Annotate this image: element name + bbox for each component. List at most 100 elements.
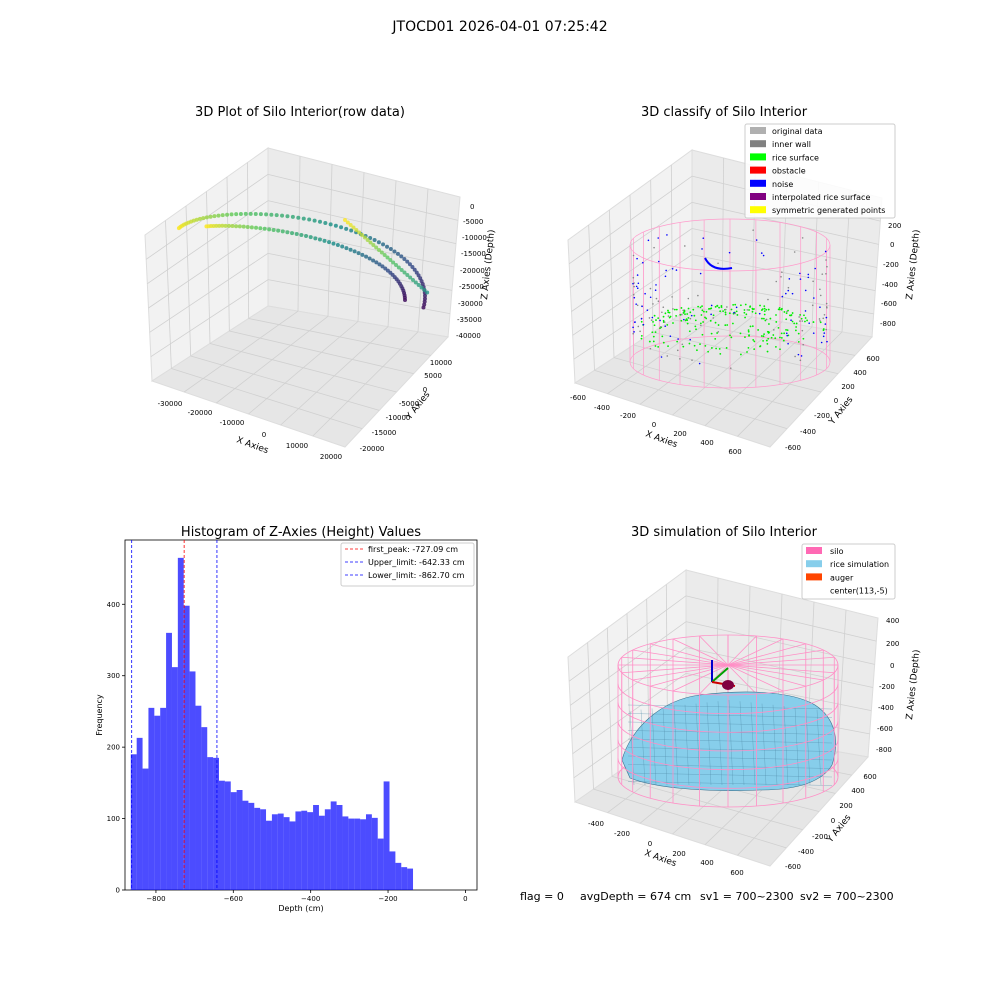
classify3d-point (686, 313, 688, 315)
classify3d-point (764, 308, 766, 310)
classify3d-point (824, 314, 826, 316)
sim3d-legend-label: silo (830, 547, 844, 556)
raw3d-point (238, 224, 242, 228)
raw3d-point (296, 216, 300, 220)
hist-bar (201, 727, 207, 890)
classify3d-point (825, 329, 827, 331)
classify3d-point (790, 315, 792, 317)
classify3d-point (655, 331, 657, 333)
classify3d-point (766, 319, 768, 321)
sim3d-legend-swatch (806, 573, 822, 580)
classify3d-point (682, 310, 684, 312)
classify3d-ztick: -600 (881, 300, 897, 308)
classify3d-point (719, 353, 721, 355)
classify3d-legend: original data inner wall rice surface obsta… (745, 124, 895, 218)
classify3d-point (661, 311, 663, 313)
classify3d-point (718, 307, 720, 309)
classify3d-point (750, 326, 752, 328)
classify3d-point (807, 274, 809, 276)
classify3d-point (798, 354, 800, 356)
classify3d-point (826, 317, 828, 319)
classify3d-point (689, 343, 691, 345)
classify3d-point (762, 340, 764, 342)
classify3d-point (681, 343, 683, 345)
classify3d-point (716, 332, 718, 334)
classify3d-point (658, 300, 660, 302)
classify3d-point (717, 262, 719, 264)
classify3d-point (765, 309, 767, 311)
classify3d-point (713, 314, 715, 316)
classify3d-point (736, 310, 738, 312)
classify3d-point (800, 278, 802, 280)
classify3d-point (819, 320, 821, 322)
classify3d-point (676, 269, 678, 271)
classify3d-point (825, 273, 827, 275)
classify3d-point (744, 336, 746, 338)
hist-bar (307, 812, 313, 890)
classify3d-point (721, 306, 723, 308)
classify3d-point (715, 306, 717, 308)
classify3d-point (821, 342, 823, 344)
raw3d-xtick: -20000 (188, 409, 213, 417)
classify3d-point (734, 304, 736, 306)
hist-legend-label: Upper_limit: -642.33 cm (368, 558, 465, 567)
classify3d-point (823, 332, 825, 334)
classify3d-point (730, 336, 732, 338)
classify3d-point (744, 309, 746, 311)
classify3d-point (655, 284, 657, 286)
hist-ytick-label: 400 (107, 601, 120, 609)
classify3d-point (662, 306, 664, 308)
classify3d-point (731, 309, 733, 311)
classify3d-point (802, 330, 804, 332)
classify3d-point (729, 312, 731, 314)
classify3d-point (652, 303, 654, 305)
classify3d-point (802, 344, 804, 346)
raw3d-point (323, 221, 327, 225)
sim3d-ztick: -400 (878, 704, 894, 712)
classify3d-point (709, 308, 711, 310)
classify3d-point (748, 329, 750, 331)
raw3d-ztick: -30000 (458, 300, 483, 308)
classify3d-point (635, 303, 637, 305)
classify3d-point (813, 297, 815, 299)
hist-bar (178, 558, 184, 890)
classify3d-point (740, 354, 742, 356)
classify3d-point (717, 331, 719, 333)
hist-bar (366, 814, 372, 890)
classify3d-point (633, 282, 635, 284)
classify3d-point (813, 332, 815, 334)
classify3d-point (747, 309, 749, 311)
classify3d-point (766, 340, 768, 342)
classify3d-legend-label: interpolated rice surface (772, 193, 870, 202)
classify3d-point (724, 324, 726, 326)
classify3d-point (689, 339, 691, 341)
classify3d-point (808, 322, 810, 324)
classify3d-point (660, 326, 662, 328)
classify3d-point (794, 251, 796, 253)
sim3d-xtick: 200 (672, 850, 685, 858)
classify3d-point (775, 314, 777, 316)
raw3d-ztick: -20000 (460, 267, 485, 275)
classify3d-point (768, 323, 770, 325)
hist-bar (360, 819, 366, 890)
classify3d-point (748, 334, 750, 336)
classify3d-point (756, 239, 758, 241)
sim3d-ytick: 400 (851, 787, 864, 795)
classify3d-point (786, 312, 788, 314)
raw3d-ytick: -20000 (360, 445, 385, 453)
classify3d-point (726, 347, 728, 349)
hist-bar (243, 801, 249, 890)
classify3d-point (684, 313, 686, 315)
classify3d-point (740, 332, 742, 334)
raw3d-point (373, 238, 377, 242)
classify3d-point (667, 311, 669, 313)
classify3d-point (672, 322, 674, 324)
classify3d-point (637, 274, 639, 276)
classify3d-point (823, 336, 825, 338)
raw3d-xtick: 20000 (320, 453, 342, 461)
hist-bar (248, 803, 254, 890)
classify3d-point (763, 333, 765, 335)
classify3d-point (763, 335, 765, 337)
classify3d-point (691, 359, 693, 361)
classify3d-point (779, 307, 781, 309)
